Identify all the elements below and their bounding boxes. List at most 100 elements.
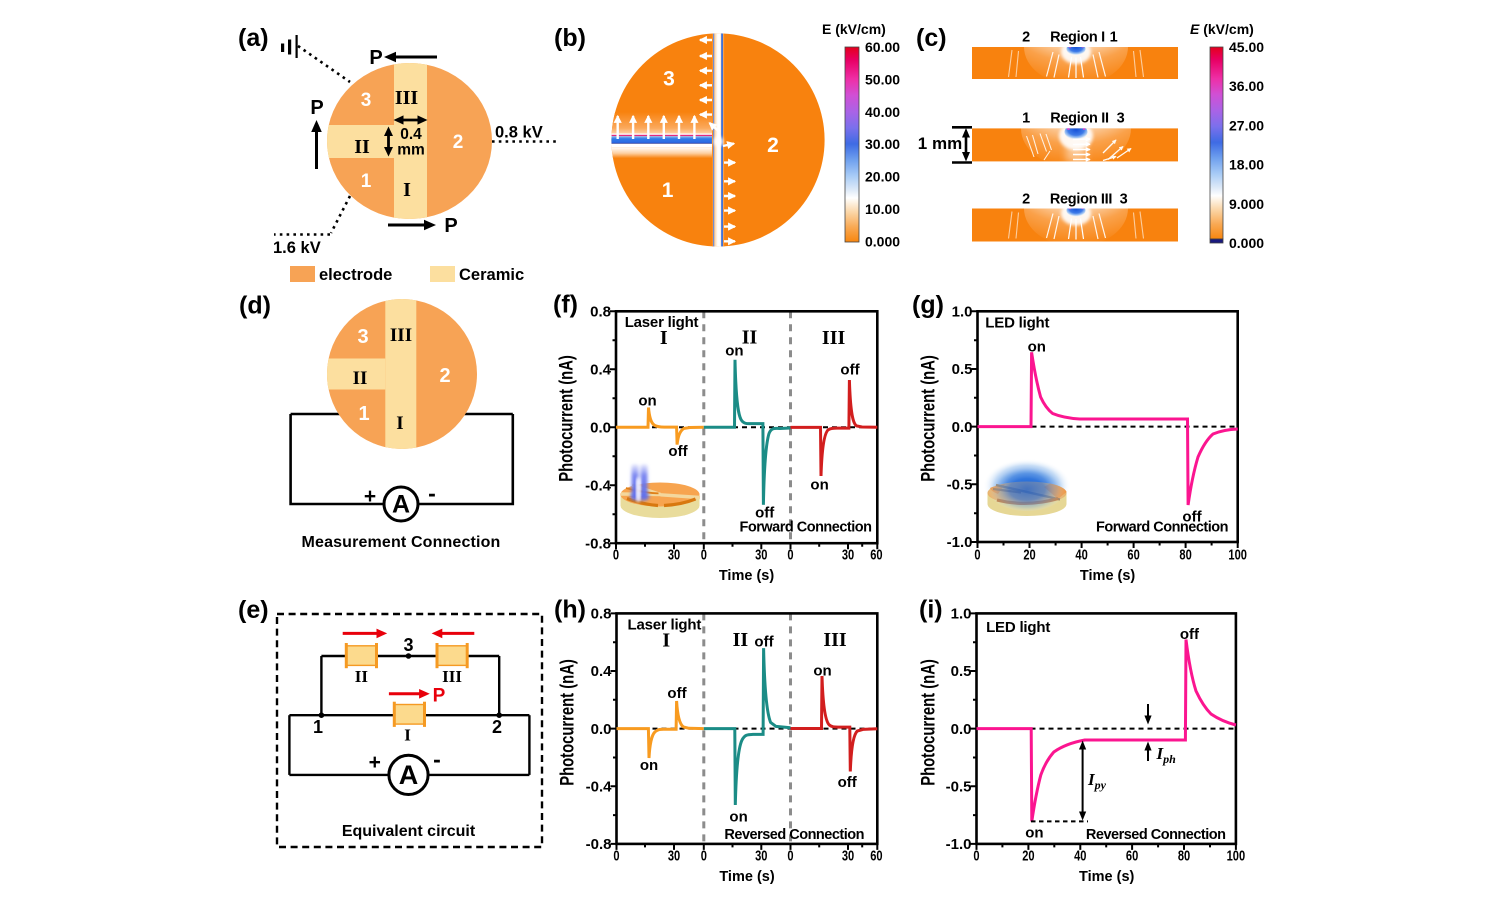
svg-text:on: on xyxy=(1025,825,1043,842)
svg-text:-0.5: -0.5 xyxy=(946,779,972,796)
svg-text:50.00: 50.00 xyxy=(865,71,900,87)
svg-text:60: 60 xyxy=(870,847,882,864)
svg-text:(b): (b) xyxy=(554,24,586,52)
svg-text:0.0: 0.0 xyxy=(591,721,612,738)
svg-text:III: III xyxy=(823,629,847,651)
svg-text:A: A xyxy=(392,491,410,519)
svg-text:30: 30 xyxy=(755,546,767,563)
svg-text:E (kV/cm): E (kV/cm) xyxy=(822,21,886,37)
svg-text:Region II: Region II xyxy=(1050,111,1109,127)
svg-text:0.0: 0.0 xyxy=(952,419,973,436)
svg-text:2: 2 xyxy=(439,365,450,387)
svg-text:0: 0 xyxy=(974,546,980,563)
svg-text:2: 2 xyxy=(1022,30,1030,46)
svg-text:0: 0 xyxy=(613,847,619,864)
svg-text:Photocurrent (nA): Photocurrent (nA) xyxy=(557,659,578,786)
svg-text:Forward Connection: Forward Connection xyxy=(1096,520,1228,536)
svg-text:0: 0 xyxy=(701,546,707,563)
svg-text:Photocurrent (nA): Photocurrent (nA) xyxy=(918,659,939,786)
svg-text:(d): (d) xyxy=(239,292,271,320)
svg-text:Laser light: Laser light xyxy=(628,617,702,634)
svg-text:100: 100 xyxy=(1228,546,1247,563)
svg-text:0.5: 0.5 xyxy=(952,361,973,378)
svg-text:I: I xyxy=(404,726,411,745)
svg-text:electrode: electrode xyxy=(319,266,392,284)
svg-text:Region III: Region III xyxy=(1050,192,1113,208)
svg-text:60: 60 xyxy=(1126,847,1138,864)
svg-text:off: off xyxy=(755,505,775,522)
svg-text:60: 60 xyxy=(1127,546,1139,563)
svg-text:0.4: 0.4 xyxy=(400,126,422,143)
svg-text:Ceramic: Ceramic xyxy=(459,266,524,284)
svg-text:LED light: LED light xyxy=(986,619,1050,636)
svg-text:I: I xyxy=(662,630,670,652)
svg-text:100: 100 xyxy=(1227,847,1246,864)
svg-text:40: 40 xyxy=(1074,847,1086,864)
svg-text:2: 2 xyxy=(767,134,779,157)
svg-text:2: 2 xyxy=(492,717,502,737)
svg-text:1: 1 xyxy=(1110,30,1118,46)
svg-text:A: A xyxy=(399,760,419,790)
svg-text:E (kV/cm): E (kV/cm) xyxy=(1190,21,1254,37)
svg-text:on: on xyxy=(810,477,828,494)
svg-text:36.00: 36.00 xyxy=(1229,78,1264,94)
svg-text:P: P xyxy=(433,686,446,707)
svg-text:-0.5: -0.5 xyxy=(947,477,973,494)
svg-text:1: 1 xyxy=(662,179,674,202)
svg-text:20: 20 xyxy=(1023,546,1035,563)
svg-text:Photocurrent (nA): Photocurrent (nA) xyxy=(556,355,577,482)
svg-text:9.000: 9.000 xyxy=(1229,196,1264,212)
svg-text:II: II xyxy=(733,629,749,651)
svg-text:30: 30 xyxy=(668,546,680,563)
svg-text:1 mm: 1 mm xyxy=(918,134,962,153)
svg-text:I: I xyxy=(396,413,403,434)
svg-text:off: off xyxy=(1182,509,1202,526)
svg-text:30: 30 xyxy=(668,847,680,864)
svg-text:0.0: 0.0 xyxy=(590,419,611,436)
svg-text:(a): (a) xyxy=(238,24,269,52)
svg-text:II: II xyxy=(742,327,758,349)
svg-text:0.000: 0.000 xyxy=(1229,235,1264,251)
svg-text:18.00: 18.00 xyxy=(1229,157,1264,173)
svg-text:3: 3 xyxy=(1117,111,1125,127)
svg-text:I: I xyxy=(660,327,668,349)
svg-text:on: on xyxy=(813,663,831,680)
svg-text:III: III xyxy=(442,667,462,686)
svg-text:on: on xyxy=(729,809,747,826)
svg-text:3: 3 xyxy=(357,326,368,348)
svg-text:P: P xyxy=(369,47,382,69)
svg-text:mm: mm xyxy=(397,142,425,159)
svg-text:60.00: 60.00 xyxy=(865,39,900,55)
svg-text:-1.0: -1.0 xyxy=(947,534,973,551)
svg-text:I: I xyxy=(403,179,411,201)
svg-text:on: on xyxy=(638,393,656,410)
svg-text:0.8: 0.8 xyxy=(590,304,611,321)
svg-text:P: P xyxy=(310,97,323,119)
svg-text:III: III xyxy=(395,87,419,109)
svg-text:10.00: 10.00 xyxy=(865,201,900,217)
svg-text:(h): (h) xyxy=(554,596,586,624)
svg-text:(e): (e) xyxy=(238,596,269,624)
svg-text:off: off xyxy=(667,685,687,702)
svg-text:3: 3 xyxy=(361,90,372,111)
svg-text:(g): (g) xyxy=(912,291,944,319)
svg-text:3: 3 xyxy=(1120,192,1128,208)
svg-text:20.00: 20.00 xyxy=(865,169,900,185)
svg-text:off: off xyxy=(840,362,860,379)
svg-text:off: off xyxy=(668,443,688,460)
svg-text:1.0: 1.0 xyxy=(951,606,972,623)
svg-text:40: 40 xyxy=(1075,546,1087,563)
svg-text:0: 0 xyxy=(613,546,619,563)
svg-text:1: 1 xyxy=(1022,111,1030,127)
svg-text:20: 20 xyxy=(1022,847,1034,864)
svg-text:1: 1 xyxy=(358,403,369,425)
svg-text:3: 3 xyxy=(403,635,413,655)
svg-text:-0.4: -0.4 xyxy=(585,477,612,494)
svg-text:on: on xyxy=(1028,339,1046,356)
svg-text:1.6 kV: 1.6 kV xyxy=(273,239,321,257)
svg-text:0.4: 0.4 xyxy=(591,663,613,680)
svg-text:+: + xyxy=(364,485,376,508)
svg-text:Time (s): Time (s) xyxy=(1079,869,1135,885)
svg-text:-: - xyxy=(428,480,436,506)
svg-text:2: 2 xyxy=(453,132,464,153)
